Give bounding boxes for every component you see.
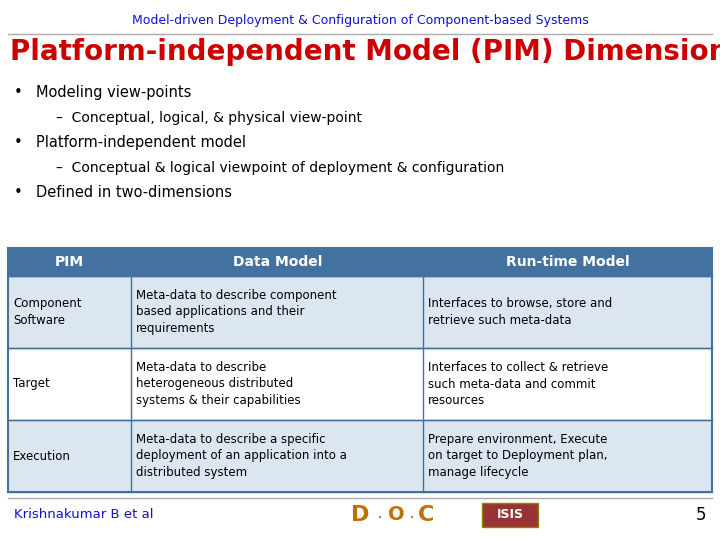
Text: •: •: [14, 135, 23, 150]
Bar: [8, 348, 712, 420]
Text: C: C: [418, 505, 434, 525]
Text: Execution: Execution: [13, 449, 71, 462]
Text: ISIS: ISIS: [497, 509, 523, 522]
Text: Interfaces to collect & retrieve
such meta-data and commit
resources: Interfaces to collect & retrieve such me…: [428, 361, 608, 407]
Bar: [482, 503, 538, 527]
Text: Run-time Model: Run-time Model: [506, 255, 629, 269]
Bar: [8, 248, 712, 276]
Text: –  Conceptual, logical, & physical view-point: – Conceptual, logical, & physical view-p…: [56, 111, 362, 125]
Text: Meta-data to describe a specific
deployment of an application into a
distributed: Meta-data to describe a specific deploym…: [136, 433, 347, 479]
Text: •: •: [14, 85, 23, 100]
Text: Platform-independent model: Platform-independent model: [36, 135, 246, 150]
Text: –  Conceptual & logical viewpoint of deployment & configuration: – Conceptual & logical viewpoint of depl…: [56, 161, 504, 175]
Text: •: •: [14, 185, 23, 200]
Text: Modeling view-points: Modeling view-points: [36, 85, 192, 100]
Text: Krishnakumar B et al: Krishnakumar B et al: [14, 509, 153, 522]
Text: Meta-data to describe component
based applications and their
requirements: Meta-data to describe component based ap…: [136, 289, 337, 335]
Text: ·: ·: [410, 511, 414, 525]
Text: Component
Software: Component Software: [13, 297, 81, 327]
Text: 5: 5: [696, 506, 706, 524]
Text: ·: ·: [378, 511, 382, 525]
Text: O: O: [387, 505, 405, 524]
Text: Model-driven Deployment & Configuration of Component-based Systems: Model-driven Deployment & Configuration …: [132, 14, 588, 27]
Text: PIM: PIM: [55, 255, 84, 269]
Text: Interfaces to browse, store and
retrieve such meta-data: Interfaces to browse, store and retrieve…: [428, 297, 613, 327]
Text: Prepare environment, Execute
on target to Deployment plan,
manage lifecycle: Prepare environment, Execute on target t…: [428, 433, 608, 479]
Text: Defined in two-dimensions: Defined in two-dimensions: [36, 185, 232, 200]
Bar: [8, 420, 712, 492]
Text: Data Model: Data Model: [233, 255, 322, 269]
Bar: [8, 276, 712, 348]
Text: D: D: [351, 505, 369, 525]
Text: Meta-data to describe
heterogeneous distributed
systems & their capabilities: Meta-data to describe heterogeneous dist…: [136, 361, 301, 407]
Text: Target: Target: [13, 377, 50, 390]
Text: Platform-independent Model (PIM) Dimensions: Platform-independent Model (PIM) Dimensi…: [10, 38, 720, 66]
Bar: [8, 248, 712, 492]
